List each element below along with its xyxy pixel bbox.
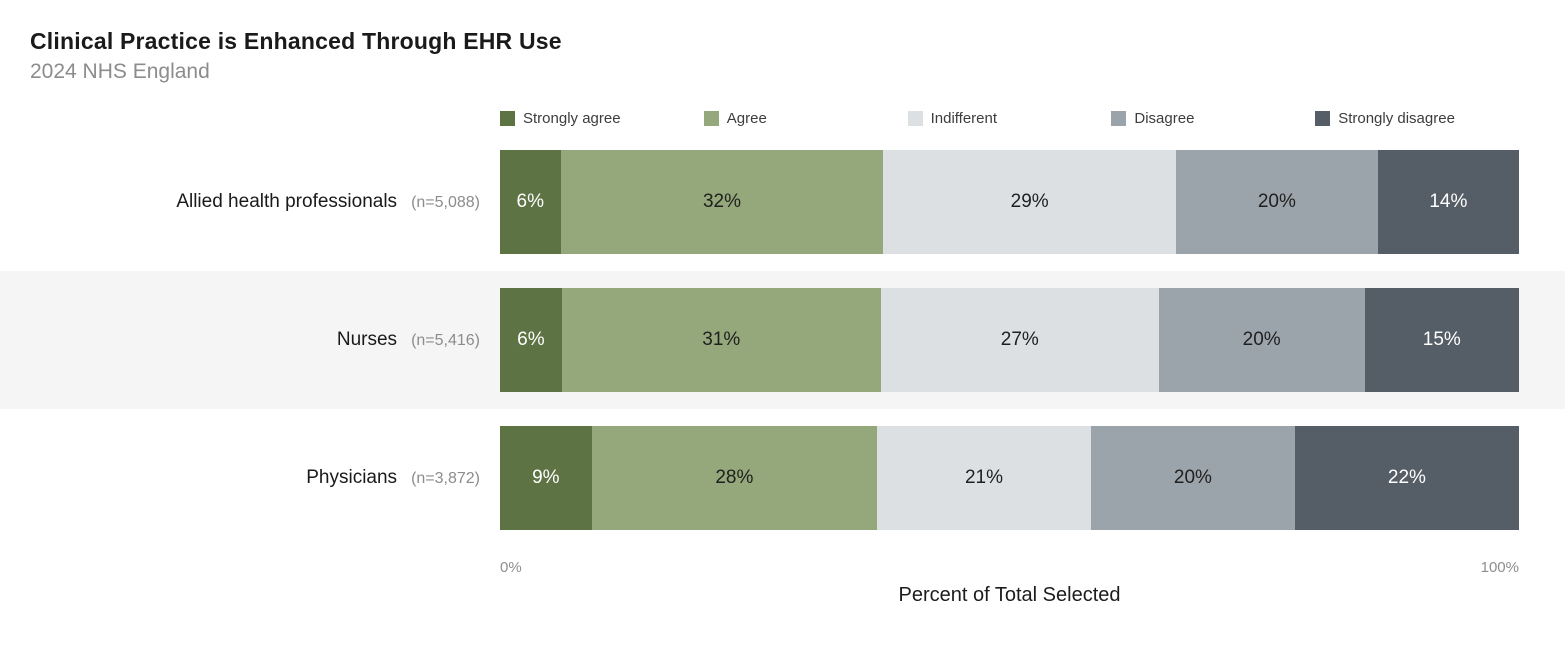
bar-segment: 6% bbox=[500, 288, 562, 392]
legend-swatch-icon bbox=[907, 111, 923, 126]
x-axis-tick-max: 100% bbox=[1480, 559, 1519, 576]
x-axis: 0% 100% Percent of Total Selected bbox=[500, 559, 1519, 607]
bar-segment: 20% bbox=[1158, 288, 1365, 392]
x-axis-tick-min: 0% bbox=[500, 559, 522, 576]
bar-segment: 14% bbox=[1377, 150, 1519, 254]
legend-item: Disagree bbox=[1111, 110, 1315, 127]
x-axis-ticks: 0% 100% bbox=[500, 559, 1519, 576]
bar-segment: 9% bbox=[500, 426, 592, 530]
legend-label: Disagree bbox=[1134, 110, 1195, 127]
bar-segment: 6% bbox=[500, 150, 561, 254]
chart-header: Clinical Practice is Enhanced Through EH… bbox=[0, 0, 1565, 84]
row-label: Allied health professionals (n=5,088) bbox=[24, 191, 500, 213]
category-label: Physicians bbox=[306, 467, 398, 488]
chart-rows: Allied health professionals (n=5,088) 6% 32… bbox=[0, 133, 1565, 547]
legend-swatch-icon bbox=[1111, 111, 1127, 126]
x-axis-title: Percent of Total Selected bbox=[898, 584, 1121, 606]
sample-size-label: (n=5,416) bbox=[411, 332, 480, 349]
bar-segment: 29% bbox=[883, 150, 1176, 254]
bar-segment: 32% bbox=[560, 150, 884, 254]
bar-segment: 15% bbox=[1364, 288, 1519, 392]
legend-label: Indifferent bbox=[930, 110, 998, 127]
chart-row: Physicians (n=3,872) 9% 28% 21% 20% 22% bbox=[0, 409, 1565, 547]
legend-swatch-icon bbox=[1315, 111, 1331, 126]
bar-segment: 28% bbox=[591, 426, 878, 530]
category-label: Nurses bbox=[336, 329, 398, 350]
bar-segment: 21% bbox=[877, 426, 1091, 530]
legend-item: Agree bbox=[703, 110, 908, 127]
legend-label: Strongly agree bbox=[523, 110, 621, 127]
stacked-bar: 9% 28% 21% 20% 22% bbox=[500, 426, 1519, 530]
bar-segment: 27% bbox=[880, 288, 1159, 392]
legend-item: Strongly disagree bbox=[1315, 110, 1519, 127]
stacked-bar: 6% 31% 27% 20% 15% bbox=[500, 288, 1519, 392]
chart-row: Allied health professionals (n=5,088) 6% 32… bbox=[0, 133, 1565, 271]
row-label: Physicians (n=3,872) bbox=[24, 467, 500, 489]
legend-item: Indifferent bbox=[907, 110, 1112, 127]
legend-label: Strongly disagree bbox=[1338, 110, 1455, 127]
stacked-bar: 6% 32% 29% 20% 14% bbox=[500, 150, 1519, 254]
legend-item: Strongly agree bbox=[500, 110, 704, 127]
legend-swatch-icon bbox=[500, 111, 515, 126]
legend-label: Agree bbox=[726, 110, 767, 127]
legend-swatch-icon bbox=[703, 111, 719, 126]
category-label: Allied health professionals bbox=[176, 191, 398, 212]
chart-row: Nurses (n=5,416) 6% 31% 27% 20% 15% bbox=[0, 271, 1565, 409]
chart-subtitle: 2024 NHS England bbox=[30, 60, 210, 83]
chart-legend: Strongly agree Agree Indifferent Disagree St… bbox=[500, 110, 1519, 127]
row-label: Nurses (n=5,416) bbox=[24, 329, 500, 351]
bar-segment: 22% bbox=[1294, 426, 1519, 530]
bar-segment: 31% bbox=[561, 288, 881, 392]
bar-segment: 20% bbox=[1175, 150, 1378, 254]
sample-size-label: (n=3,872) bbox=[411, 470, 480, 487]
sample-size-label: (n=5,088) bbox=[411, 194, 480, 211]
chart-title: Clinical Practice is Enhanced Through EH… bbox=[30, 28, 562, 54]
bar-segment: 20% bbox=[1091, 426, 1295, 530]
